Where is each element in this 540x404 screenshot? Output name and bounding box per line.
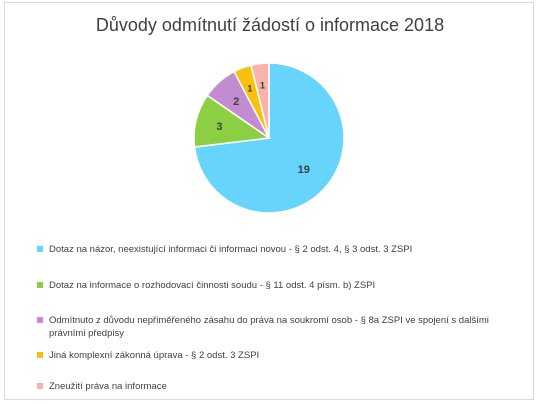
- chart-frame: Důvody odmítnutí žádostí o informace 201…: [4, 2, 534, 400]
- data-label: 1: [247, 84, 252, 94]
- legend-swatch: [37, 317, 43, 323]
- legend-label: Dotaz na informace o rozhodovací činnost…: [49, 280, 376, 291]
- legend-item: Dotaz na názor, neexistující informaci č…: [37, 243, 517, 256]
- data-label: 1: [260, 80, 265, 90]
- data-label: 19: [298, 164, 310, 176]
- legend-swatch: [37, 282, 43, 288]
- legend-swatch: [37, 352, 43, 358]
- data-label: 3: [216, 121, 222, 133]
- legend-item: Dotaz na informace o rozhodovací činnost…: [37, 279, 517, 292]
- chart-title: Důvody odmítnutí žádostí o informace 201…: [95, 15, 445, 35]
- legend-item: Zneužití práva na informace: [37, 380, 517, 393]
- legend-item: Odmítnuto z důvodu nepřiměřeného zásahu …: [37, 314, 517, 340]
- legend-swatch: [37, 383, 43, 389]
- legend-label: Zneužití práva na informace: [49, 381, 167, 392]
- legend-label: Odmítnuto z důvodu nepřiměřeného zásahu …: [49, 315, 489, 339]
- legend-item: Jiná komplexní zákonná úprava - § 2 odst…: [37, 349, 517, 362]
- legend-label: Jiná komplexní zákonná úprava - § 2 odst…: [49, 350, 260, 361]
- legend-swatch: [37, 246, 43, 252]
- pie-slice: [250, 62, 270, 139]
- data-label: 2: [233, 96, 239, 108]
- legend-label: Dotaz na názor, neexistující informaci č…: [49, 244, 413, 255]
